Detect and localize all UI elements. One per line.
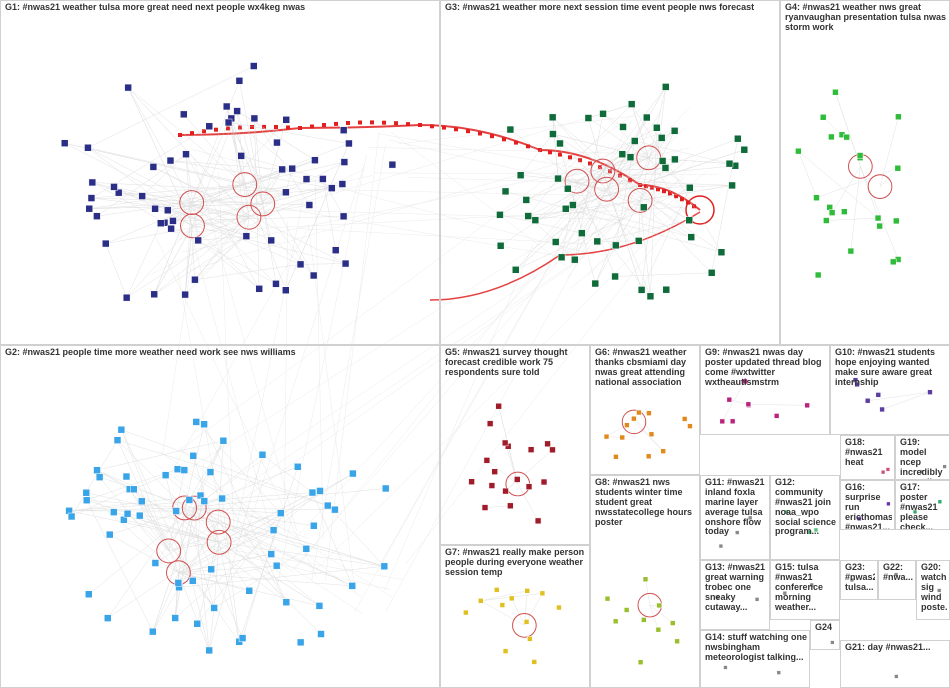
panel-label-g12: G12: community #nwas21 join noaa_wpo soc… bbox=[775, 478, 837, 537]
panel-g22: G22: #nwa... bbox=[878, 560, 916, 600]
network-g2 bbox=[1, 346, 439, 687]
panel-g20: G20: watch sig wind poste... bbox=[916, 560, 950, 620]
panel-g3: G3: #nwas21 weather more next session ti… bbox=[440, 0, 780, 345]
panel-label-g9: G9: #nwas21 nwas day poster updated thre… bbox=[705, 348, 827, 388]
panel-label-g16: G16: surprise run ericthomaswx #nwas21..… bbox=[845, 483, 892, 530]
panel-label-g2: G2: #nwas21 people time more weather nee… bbox=[5, 348, 437, 358]
panel-g17: G17: poster #nwas21 please check... bbox=[895, 480, 950, 530]
panel-g19: G19: model ncep incredibly rewarding... bbox=[895, 435, 950, 480]
panel-g13: G13: #nwas21 great warning trobec one sn… bbox=[700, 560, 770, 630]
panel-label-g6: G6: #nwas21 weather thanks cbsmiami day … bbox=[595, 348, 697, 388]
panel-label-g18: G18: #nwas21 heat bbox=[845, 438, 892, 468]
panel-label-g24: G24 bbox=[815, 623, 837, 633]
panel-g24: G24 bbox=[810, 620, 840, 650]
panel-g1: G1: #nwas21 weather tulsa more great nee… bbox=[0, 0, 440, 345]
panel-label-g1: G1: #nwas21 weather tulsa more great nee… bbox=[5, 3, 437, 13]
panel-g15: G15: tulsa #nwas21 conference morning we… bbox=[770, 560, 840, 620]
panel-g21: G21: day #nwas21... bbox=[840, 640, 950, 688]
panel-label-g5: G5: #nwas21 survey thought forecast cred… bbox=[445, 348, 587, 378]
panel-label-g17: G17: poster #nwas21 please check... bbox=[900, 483, 947, 530]
panel-label-g3: G3: #nwas21 weather more next session ti… bbox=[445, 3, 777, 13]
panel-g9: G9: #nwas21 nwas day poster updated thre… bbox=[700, 345, 830, 435]
network-g3 bbox=[441, 1, 779, 344]
panel-label-g15: G15: tulsa #nwas21 conference morning we… bbox=[775, 563, 837, 612]
panel-g18: G18: #nwas21 heat bbox=[840, 435, 895, 480]
panel-label-g23: G23: #nwas21 tulsa... bbox=[845, 563, 875, 593]
panel-label-g8: G8: #nwas21 nws students winter time stu… bbox=[595, 478, 697, 527]
panel-g16: G16: surprise run ericthomaswx #nwas21..… bbox=[840, 480, 895, 530]
panel-g4: G4: #nwas21 weather nws great ryanvaugha… bbox=[780, 0, 950, 345]
panel-g8: G8: #nwas21 nws students winter time stu… bbox=[590, 475, 700, 688]
panel-label-g4: G4: #nwas21 weather nws great ryanvaugha… bbox=[785, 3, 947, 33]
panel-label-g19: G19: model ncep incredibly rewarding... bbox=[900, 438, 947, 480]
panel-g12: G12: community #nwas21 join noaa_wpo soc… bbox=[770, 475, 840, 560]
panel-label-g14: G14: stuff watching one nwsbingham meteo… bbox=[705, 633, 807, 663]
panel-g2: G2: #nwas21 people time more weather nee… bbox=[0, 345, 440, 688]
panel-label-g13: G13: #nwas21 great warning trobec one sn… bbox=[705, 563, 767, 612]
panel-g23: G23: #nwas21 tulsa... bbox=[840, 560, 878, 600]
panel-label-g7: G7: #nwas21 really make person people du… bbox=[445, 548, 587, 578]
panel-g7: G7: #nwas21 really make person people du… bbox=[440, 545, 590, 688]
network-g4 bbox=[781, 1, 949, 344]
panel-g6: G6: #nwas21 weather thanks cbsmiami day … bbox=[590, 345, 700, 475]
panel-g10: G10: #nwas21 students hope enjoying want… bbox=[830, 345, 950, 435]
panel-g11: G11: #nwas21 inland foxla marine layer a… bbox=[700, 475, 770, 560]
panel-g14: G14: stuff watching one nwsbingham meteo… bbox=[700, 630, 810, 688]
panel-g5: G5: #nwas21 survey thought forecast cred… bbox=[440, 345, 590, 545]
panel-label-g11: G11: #nwas21 inland foxla marine layer a… bbox=[705, 478, 767, 537]
panel-label-g10: G10: #nwas21 students hope enjoying want… bbox=[835, 348, 947, 388]
panel-label-g21: G21: day #nwas21... bbox=[845, 643, 947, 653]
network-g1 bbox=[1, 1, 439, 344]
panel-label-g20: G20: watch sig wind poste... bbox=[921, 563, 947, 612]
panel-label-g22: G22: #nwa... bbox=[883, 563, 913, 583]
